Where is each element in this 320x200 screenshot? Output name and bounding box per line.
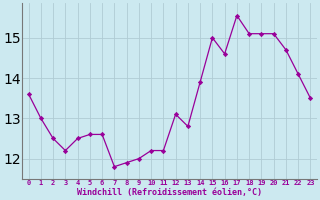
- X-axis label: Windchill (Refroidissement éolien,°C): Windchill (Refroidissement éolien,°C): [77, 188, 262, 197]
